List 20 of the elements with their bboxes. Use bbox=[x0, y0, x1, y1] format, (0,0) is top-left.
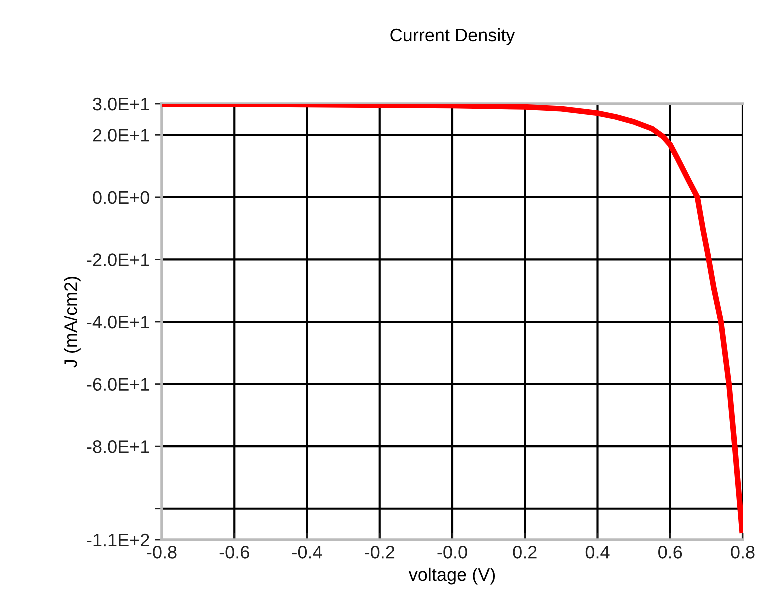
x-tick-label: -0.2 bbox=[365, 546, 395, 559]
x-tick-label: -0.4 bbox=[292, 546, 322, 559]
y-tick-label: 2.0E+1 bbox=[93, 129, 150, 142]
x-tick-label: -0.0 bbox=[438, 546, 468, 559]
y-tick-label: 0.0E+0 bbox=[93, 191, 150, 204]
y-tick-label: -1.1E+2 bbox=[87, 534, 150, 547]
y-tick-label: -6.0E+1 bbox=[87, 378, 150, 392]
x-tick-label: 0.4 bbox=[586, 546, 610, 559]
y-tick-label: -2.0E+1 bbox=[87, 254, 150, 266]
x-tick-label: -0.8 bbox=[147, 546, 177, 559]
chart-title: Current Density bbox=[390, 28, 516, 46]
x-tick-label: 0.8 bbox=[731, 546, 755, 559]
y-tick-label: -4.0E+1 bbox=[87, 316, 150, 329]
x-tick-label: -0.6 bbox=[220, 546, 250, 559]
x-tick-label: 0.2 bbox=[513, 546, 537, 559]
y-tick-label: 3.0E+1 bbox=[93, 98, 150, 111]
x-axis-title: voltage (V) bbox=[408, 568, 496, 585]
x-tick-label: 0.6 bbox=[658, 546, 682, 559]
y-tick-label: -8.0E+1 bbox=[87, 440, 150, 454]
y-axis-title: J (mA/cm2) bbox=[64, 276, 81, 368]
